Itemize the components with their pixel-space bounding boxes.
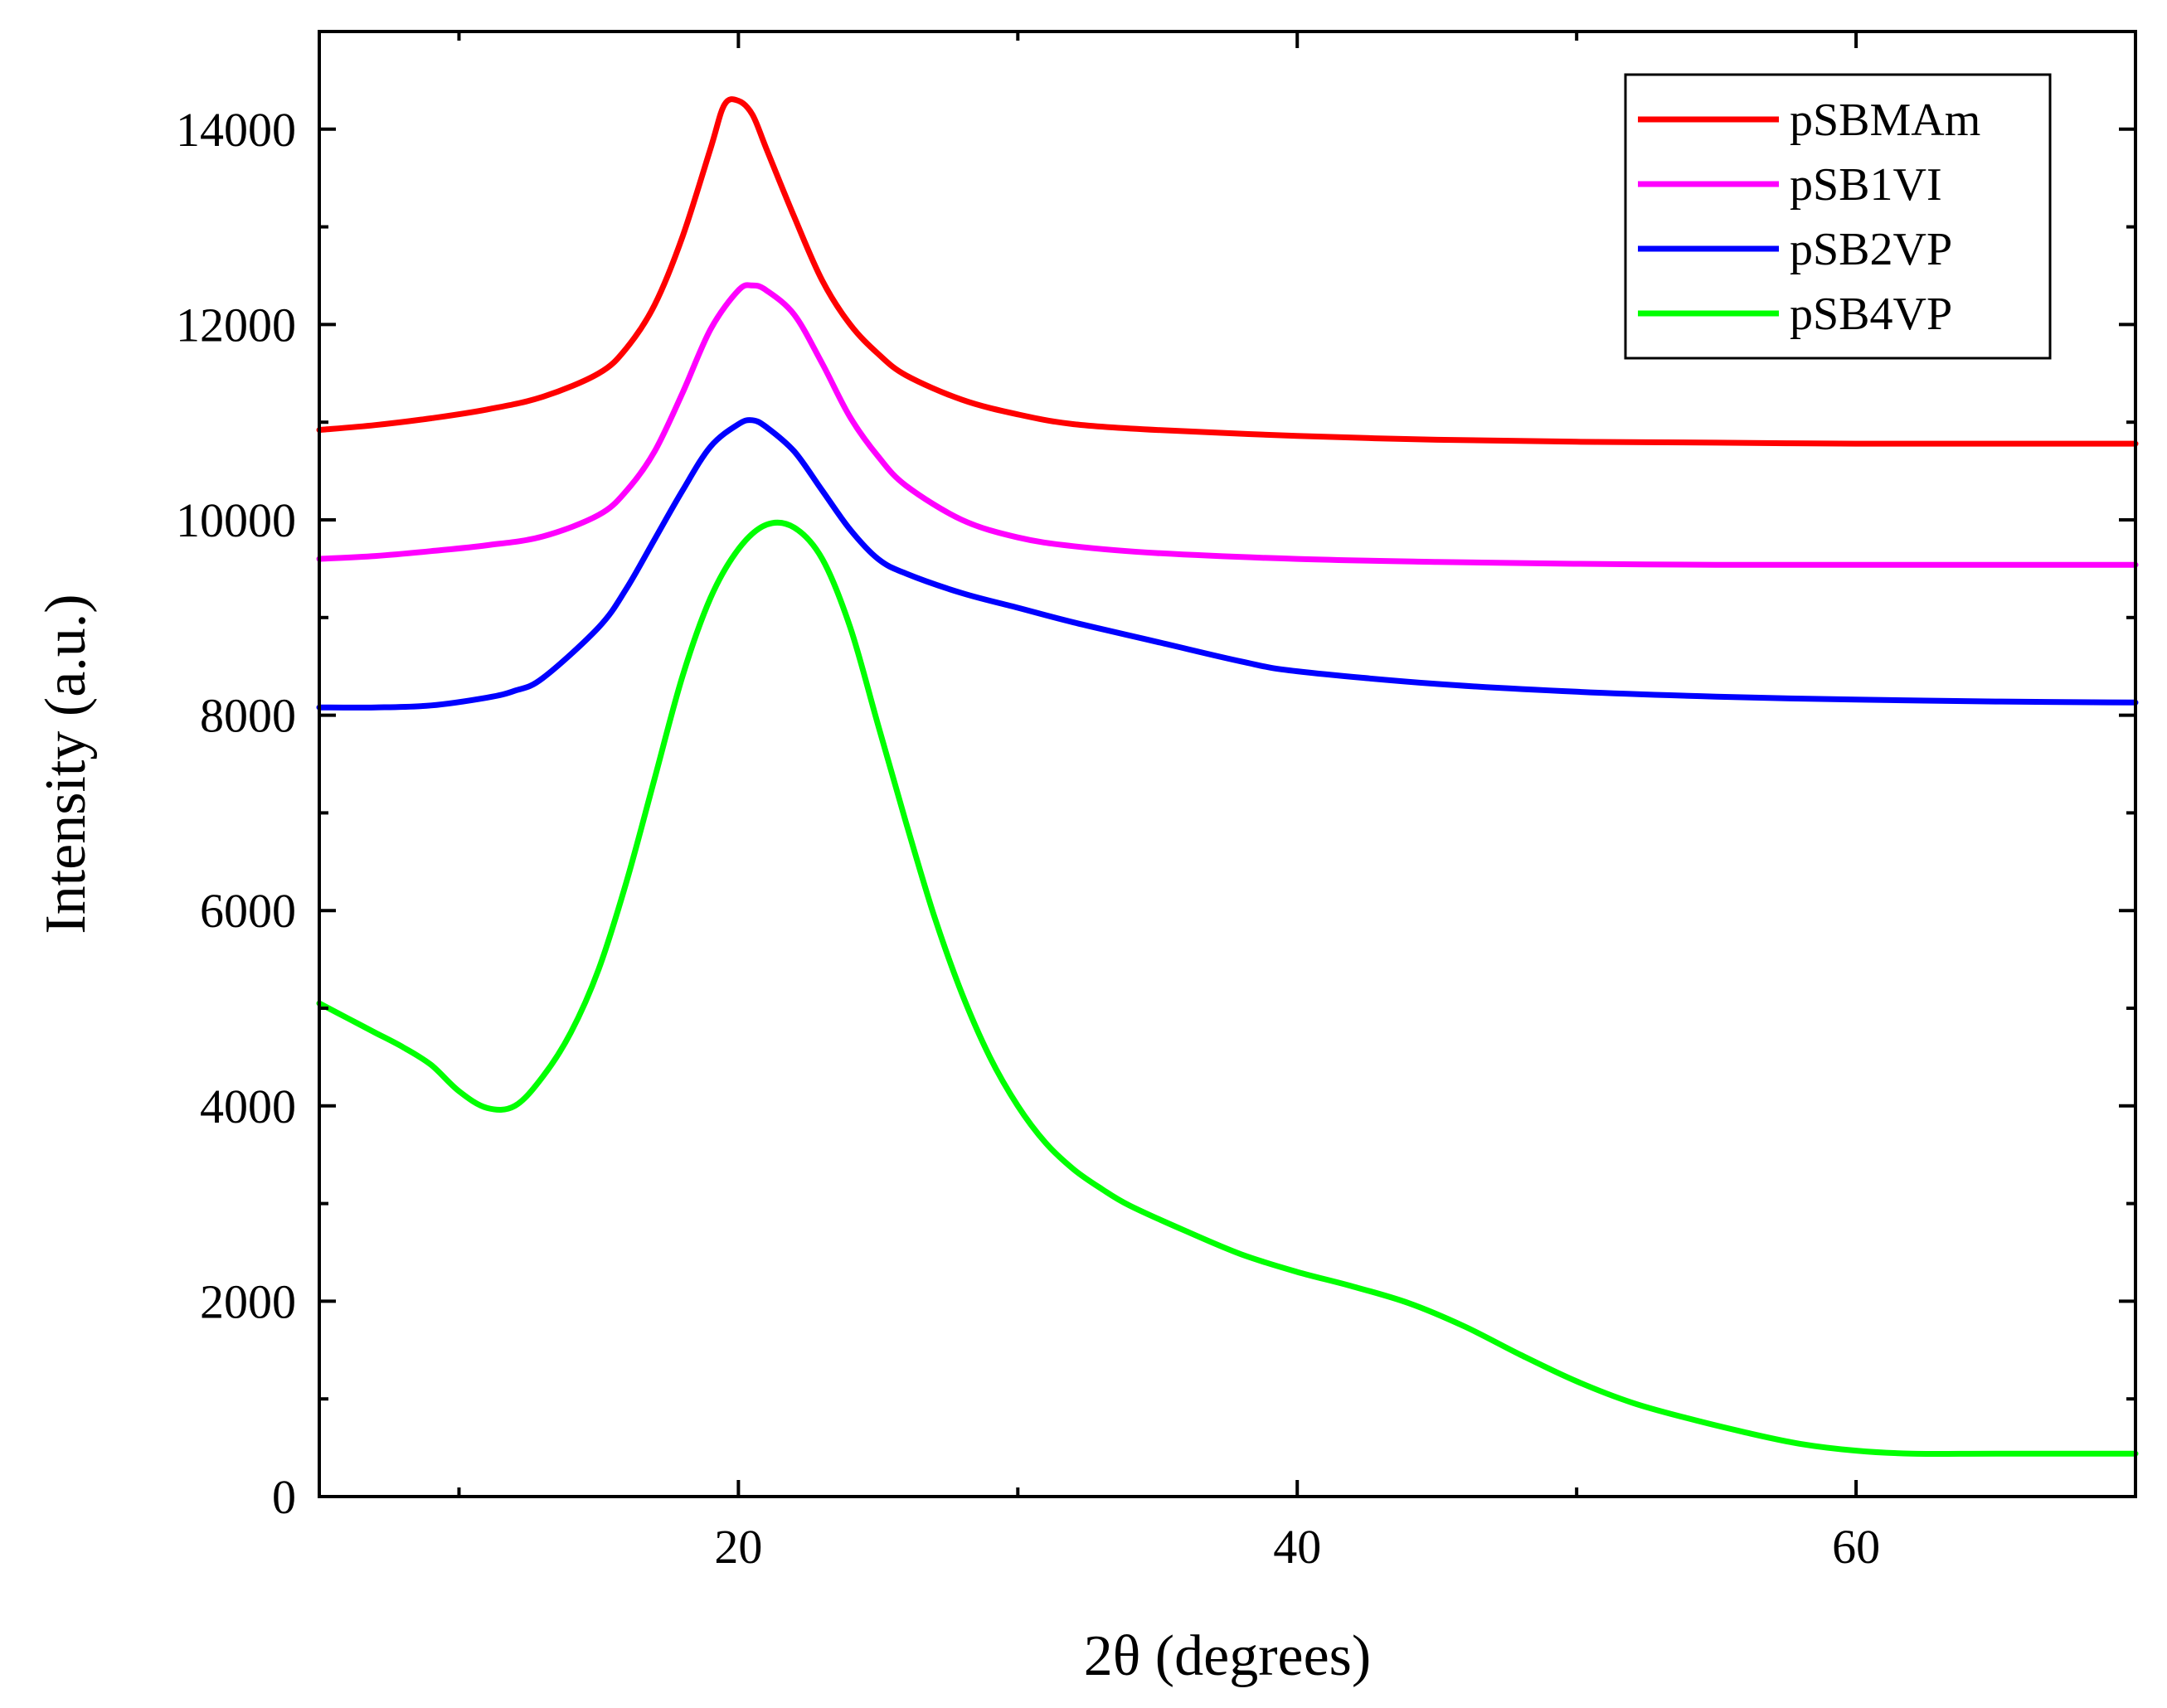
legend-label-psb2vp: pSB2VP — [1790, 224, 1952, 275]
x-tick-label: 40 — [1273, 1520, 1321, 1574]
series-line-psbmam — [316, 96, 2139, 447]
y-tick-label: 8000 — [200, 689, 296, 743]
y-tick-label: 12000 — [176, 298, 296, 352]
y-tick-label: 14000 — [176, 103, 296, 157]
data-lines — [316, 96, 2139, 1457]
y-axis-title: Intensity (a.u.) — [34, 594, 98, 934]
plot-frame — [318, 30, 2137, 1498]
x-axis-title: 2θ (degrees) — [1084, 1624, 1371, 1688]
legend-label-psb4vp: pSB4VP — [1790, 289, 1952, 340]
x-tick-label: 60 — [1832, 1520, 1880, 1574]
y-tick-label: 0 — [272, 1470, 296, 1524]
legend-label-psbmam: pSBMAm — [1790, 95, 1980, 146]
series-line-psb2vp — [316, 417, 2139, 711]
y-tick-label: 10000 — [176, 493, 296, 547]
y-tick-label: 2000 — [200, 1274, 296, 1328]
axis-ticks: 0 2000 4000 6000 8000 10000 12000 14000 20 40 60 — [176, 32, 2137, 1574]
y-tick-label: 6000 — [200, 884, 296, 938]
x-tick-label: 20 — [714, 1520, 762, 1574]
series-line-psb4vp — [316, 519, 2139, 1457]
series-line-psb1vi — [316, 282, 2139, 568]
y-tick-label: 4000 — [200, 1080, 296, 1133]
legend: pSBMAm pSB1VI pSB2VP pSB4VP — [1624, 73, 2052, 360]
legend-label-psb1vi: pSB1VI — [1790, 159, 1942, 211]
